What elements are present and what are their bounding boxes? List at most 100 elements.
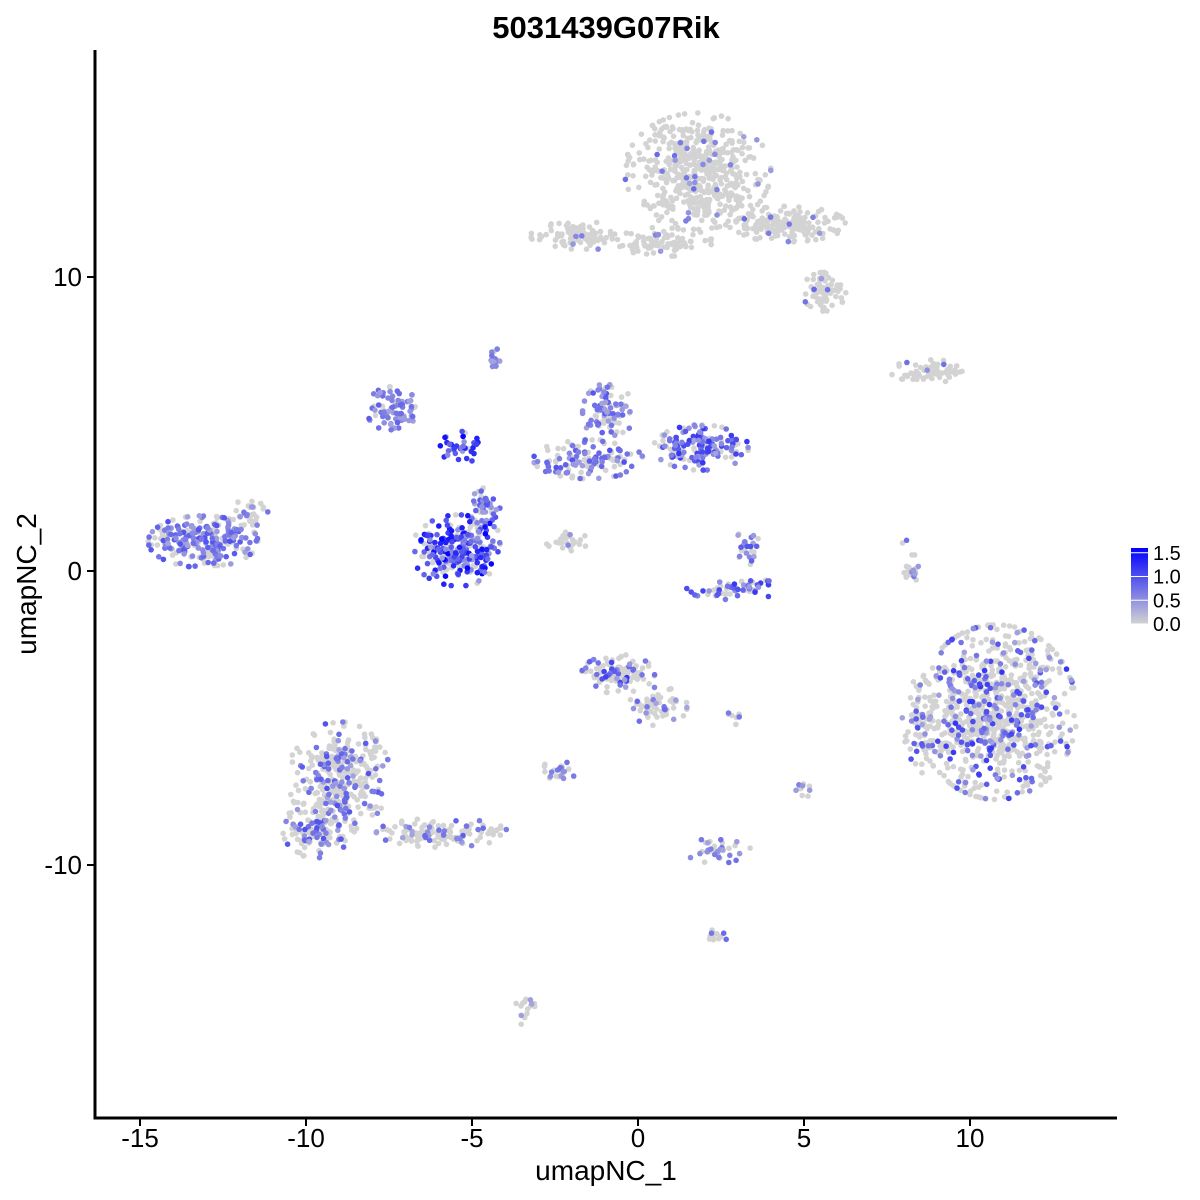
cell-point [727, 180, 734, 187]
cell-point [641, 241, 647, 247]
cell-point [184, 514, 191, 520]
cell-point [640, 156, 647, 162]
cell-point [739, 203, 745, 209]
cell-point [668, 205, 675, 211]
cell-point [249, 504, 256, 510]
cell-point [915, 725, 921, 731]
cell-point [666, 145, 672, 152]
cell-point [970, 637, 976, 643]
cell-point [513, 1000, 519, 1007]
cell-point [630, 688, 637, 694]
cell-point [332, 814, 338, 820]
cell-point [913, 748, 920, 755]
cell-point [1071, 712, 1077, 719]
cell-point [590, 444, 596, 450]
cell-point [399, 834, 406, 841]
cell-point [739, 195, 745, 201]
cell-point [481, 569, 488, 575]
cell-point [911, 552, 918, 558]
cell-point [927, 713, 934, 720]
cell-point [802, 291, 809, 297]
cell-point [949, 368, 955, 375]
cell-point [413, 532, 419, 538]
cell-point [381, 420, 388, 426]
cell-point [435, 840, 442, 847]
cell-point [1002, 664, 1009, 670]
cell-point [992, 658, 998, 664]
cell-point [747, 154, 754, 160]
cell-point [582, 533, 588, 539]
cell-point [342, 815, 349, 821]
cell-point [335, 827, 341, 834]
cell-point [1041, 716, 1048, 723]
cell-point [781, 203, 787, 210]
cell-point [336, 731, 342, 738]
cell-point [983, 689, 990, 695]
cell-point [621, 459, 627, 465]
cell-point [954, 704, 960, 711]
cell-point [1008, 672, 1015, 678]
cell-point [634, 698, 641, 705]
cell-point [917, 732, 923, 738]
cell-point [617, 682, 623, 688]
cell-point [970, 767, 976, 773]
cell-point [959, 368, 965, 375]
cell-point [436, 827, 442, 833]
cell-point [1073, 723, 1079, 730]
cell-point [723, 591, 729, 597]
cell-point [445, 448, 452, 454]
cell-point [441, 581, 447, 587]
cell-point [660, 437, 666, 444]
cell-point [810, 276, 817, 283]
cell-point [472, 544, 479, 550]
cell-point [1002, 718, 1008, 725]
cell-point [324, 785, 330, 792]
cell-point [1065, 749, 1071, 756]
cell-point [688, 238, 694, 245]
cell-point [701, 189, 708, 196]
cell-point [673, 434, 679, 441]
cell-point [297, 821, 304, 827]
cell-point [473, 507, 479, 514]
cell-point [905, 729, 911, 735]
cell-point [965, 773, 971, 780]
cell-point [448, 544, 455, 550]
cell-point [190, 540, 197, 546]
cell-point [625, 186, 632, 193]
cell-point [453, 534, 460, 541]
cell-point [562, 529, 569, 535]
cell-point [570, 461, 577, 468]
cell-point [987, 752, 994, 759]
cell-point [373, 804, 379, 810]
cell-point [534, 463, 540, 470]
cell-point [818, 206, 825, 213]
cell-point [387, 384, 393, 390]
cell-point [782, 218, 788, 224]
cell-point [972, 779, 978, 786]
cell-point [661, 432, 668, 438]
cell-point [560, 768, 567, 775]
cell-point [296, 849, 303, 856]
cell-point [667, 128, 673, 135]
cell-point [729, 127, 735, 134]
cell-point [1057, 659, 1064, 665]
cell-point [408, 837, 415, 843]
cell-point [673, 188, 679, 194]
cell-point [588, 668, 594, 674]
cell-point [319, 823, 325, 829]
cell-point [389, 404, 396, 411]
cell-point [1046, 678, 1052, 684]
cell-point [1013, 722, 1020, 728]
cell-point [463, 582, 469, 589]
cell-point [646, 681, 652, 687]
cell-point [1028, 775, 1035, 782]
cell-point [440, 822, 447, 829]
cell-point [486, 840, 493, 846]
cell-point [951, 662, 957, 669]
cell-point [728, 149, 735, 156]
cell-point [1052, 739, 1058, 745]
cell-point [633, 238, 639, 245]
cell-point [444, 452, 451, 458]
cell-point [991, 796, 998, 803]
cell-point [1029, 690, 1035, 697]
